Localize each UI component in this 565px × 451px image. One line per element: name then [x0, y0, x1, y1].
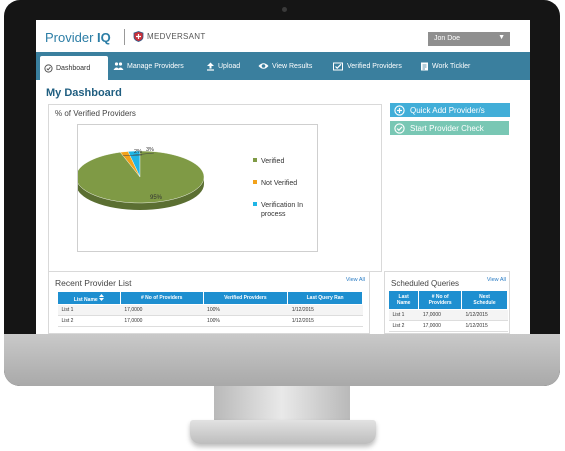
- camera-dot: [282, 7, 287, 12]
- table-cell: 100%: [203, 304, 288, 316]
- column-header-next-schedule: Next Schedule: [461, 290, 508, 310]
- tab-view-results[interactable]: View Results: [258, 52, 312, 80]
- pie-leader-line-1: [123, 154, 143, 157]
- column-header-providers: # No of Providers: [418, 290, 462, 310]
- chevron-down-icon: ▼: [498, 34, 505, 41]
- table-cell: 1/12/2015: [287, 315, 363, 327]
- dashboard-icon: [44, 63, 53, 73]
- scheduled-queries-panel: Scheduled Queries View All Last Name # No…: [384, 271, 510, 334]
- user-name: Jon Doe: [434, 35, 461, 42]
- partner-name: MEDVERSANT: [147, 32, 206, 41]
- table-header-row: Last Name # No of Providers Next Schedule: [387, 290, 508, 310]
- pie-depth-edge: [76, 177, 204, 210]
- eye-icon: [258, 63, 269, 69]
- recent-list-title: Recent Provider List: [55, 278, 132, 288]
- table-cell: 17,0000: [120, 315, 204, 327]
- monitor-stand-base: [190, 420, 376, 444]
- verified-pie-chart: 95% 2% 3% Verified Not Verified Verification …: [75, 147, 303, 218]
- table-cell: 17,0000: [418, 320, 462, 332]
- start-provider-check-button[interactable]: Start Provider Check: [390, 121, 509, 135]
- tab-dashboard[interactable]: Dashboard: [40, 56, 108, 80]
- legend-swatch-2: [253, 202, 257, 206]
- pie-data-label-1: 2%: [134, 149, 142, 155]
- check-circle-icon: [394, 122, 405, 134]
- legend-swatch-0: [253, 158, 257, 162]
- legend-swatch-1: [253, 180, 257, 184]
- table-row[interactable]: List 2 17,0000 100% 1/12/2015: [57, 315, 363, 327]
- scheduled-title: Scheduled Queries: [391, 279, 460, 288]
- table-cell: List 1: [388, 309, 419, 321]
- screen: Provider IQ MEDVERSANT Jon Doe ▼ Dashboa…: [36, 20, 530, 334]
- scheduled-queries-table: Last Name # No of Providers Next Schedule L…: [387, 290, 508, 332]
- column-header-verified: Verified Providers: [202, 291, 289, 305]
- table-header-row: List Name # No of Providers Verified Pro…: [57, 291, 363, 305]
- people-icon: [113, 62, 124, 70]
- scheduled-view-all-link[interactable]: View All: [486, 277, 506, 283]
- tab-upload[interactable]: Upload: [206, 52, 240, 80]
- header-divider: [124, 29, 125, 45]
- sort-icon: [99, 293, 105, 301]
- table-cell: 17,0000: [120, 304, 204, 316]
- legend-label-2: Verification In: [261, 202, 303, 209]
- table-row[interactable]: List 1 17,0000 1/12/2015: [388, 309, 508, 321]
- chart-frame: 95% 2% 3% Verified Not Verified Verification …: [75, 124, 318, 252]
- medversant-shield-icon: [133, 31, 144, 42]
- table-cell: 1/12/2015: [461, 320, 508, 332]
- legend-label-2-line2: process: [261, 211, 286, 218]
- monitor-stand-neck: [214, 386, 350, 422]
- pie-data-label-2: 3%: [146, 147, 154, 153]
- main-nav: Dashboard Manage Providers Upload View R…: [36, 52, 530, 80]
- quick-add-provider-button[interactable]: Quick Add Provider/s: [390, 103, 510, 117]
- tab-verified-providers[interactable]: Verified Providers: [333, 52, 402, 80]
- brand-logo: Provider IQ: [45, 30, 111, 45]
- table-cell: 17,0000: [418, 309, 462, 321]
- page-title: My Dashboard: [46, 87, 122, 99]
- table-cell: List 1: [57, 304, 121, 316]
- table-cell: 100%: [203, 315, 288, 327]
- recent-provider-table: List Name # No of Providers Verified Pro…: [57, 291, 363, 327]
- upload-icon: [207, 62, 214, 71]
- user-menu-dropdown[interactable]: Jon Doe ▼: [428, 32, 510, 46]
- pie-data-label-0: 95%: [150, 195, 163, 201]
- top-bar: Provider IQ MEDVERSANT Jon Doe ▼: [36, 20, 530, 52]
- tab-manage-providers[interactable]: Manage Providers: [113, 52, 184, 80]
- legend-label-1: Not Verified: [261, 180, 297, 187]
- table-cell: 1/12/2015: [461, 309, 508, 321]
- verified-providers-panel: % of Verified Providers 95% 2% 3% Verified N…: [48, 104, 382, 272]
- table-cell: List 2: [57, 315, 121, 327]
- work-tickler-icon: [421, 62, 428, 70]
- table-cell: 1/12/2015: [287, 304, 363, 316]
- recent-view-all-link[interactable]: View All: [345, 277, 365, 283]
- chart-panel-title: % of Verified Providers: [55, 109, 136, 118]
- column-header-last-name: Last Name: [387, 290, 420, 310]
- pie-leader-line-2: [132, 152, 155, 156]
- table-cell: List 2: [388, 320, 419, 332]
- table-row[interactable]: List 1 17,0000 100% 1/12/2015: [57, 304, 363, 316]
- plus-circle-icon: [394, 104, 405, 116]
- column-header-providers: # No of Providers: [119, 291, 204, 305]
- table-row[interactable]: List 2 17,0000 1/12/2015: [388, 320, 508, 332]
- column-header-list-name[interactable]: List Name: [57, 291, 121, 305]
- legend-label-0: Verified: [261, 158, 284, 165]
- monitor-chin: [4, 334, 560, 386]
- pie-slice-0: [75, 150, 205, 204]
- tab-work-tickler[interactable]: Work Tickler: [420, 52, 470, 80]
- verified-icon: [333, 62, 343, 70]
- column-header-last-query: Last Query Ran: [287, 291, 363, 305]
- recent-provider-list-panel: Recent Provider List View All List Name …: [48, 271, 370, 334]
